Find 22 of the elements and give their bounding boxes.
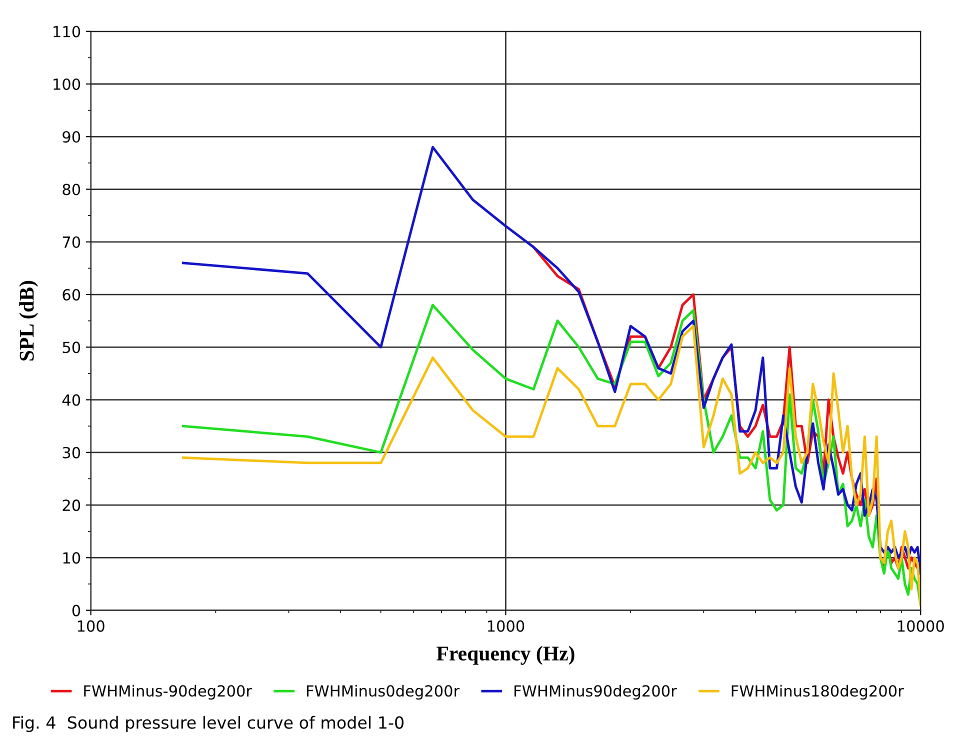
y-axis-title: SPL (dB) — [19, 280, 38, 361]
legend-label: FWHMinus180deg200r — [732, 684, 904, 700]
y-tick-label: 30 — [62, 446, 80, 458]
legend-label: FWHMinus0deg200r — [306, 684, 460, 700]
y-tick-label: 10 — [63, 552, 80, 564]
y-tick-label: 100 — [54, 78, 80, 90]
legend-label: FWHMinus-90deg200r — [84, 684, 252, 700]
y-tick-label: 50 — [62, 342, 80, 354]
x-tick-label: 10000 — [898, 620, 944, 632]
x-tick-label: 1000 — [488, 620, 524, 632]
y-tick-label: 60 — [62, 288, 80, 301]
y-tick-label: 40 — [62, 394, 80, 406]
x-axis-title: Frequency (Hz) — [436, 646, 574, 665]
y-tick-label: 20 — [62, 500, 80, 512]
y-tick-label: 0 — [72, 604, 80, 616]
y-tick-label: 80 — [62, 184, 80, 196]
y-tick-label: 90 — [62, 131, 80, 143]
caption: Fig. 4 Sound pressure level curve of model 1-0 — [13, 716, 404, 732]
legend-label: FWHMinus90deg200r — [514, 684, 677, 700]
y-tick-label: 70 — [62, 236, 80, 248]
y-tick-label: 110 — [54, 26, 80, 38]
x-tick-label: 100 — [78, 620, 104, 632]
